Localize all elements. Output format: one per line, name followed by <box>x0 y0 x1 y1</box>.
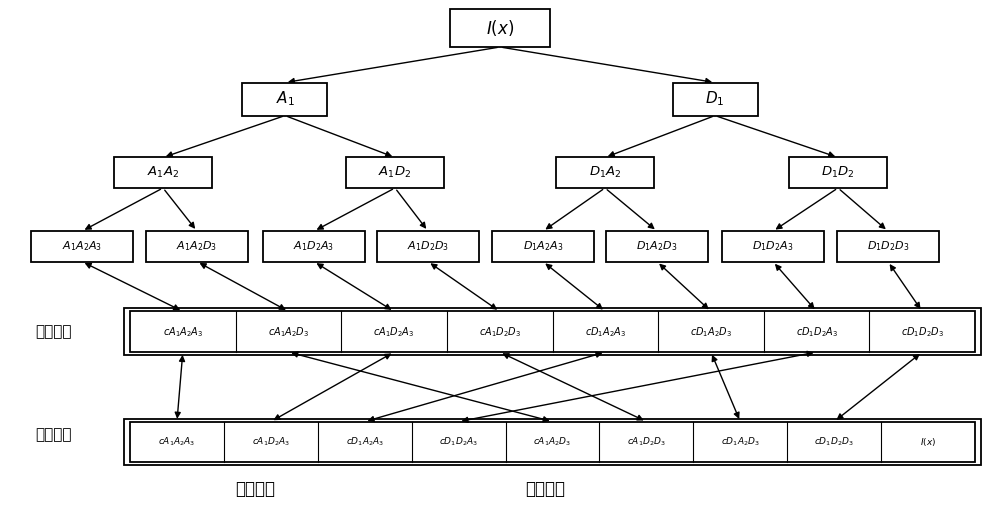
Text: $A_{1}$: $A_{1}$ <box>276 90 294 108</box>
Text: $A_{1}D_{2}D_{3}$: $A_{1}D_{2}D_{3}$ <box>407 239 449 253</box>
Text: 细节信息: 细节信息 <box>525 480 565 498</box>
Text: $cA_{1}A_{2}D_{3}$: $cA_{1}A_{2}D_{3}$ <box>533 436 572 448</box>
Text: $cD_{1}A_{2}A_{3}$: $cD_{1}A_{2}A_{3}$ <box>585 325 626 339</box>
Text: $cD_{1}D_{2}A_{3}$: $cD_{1}D_{2}A_{3}$ <box>796 325 838 339</box>
FancyBboxPatch shape <box>377 231 479 262</box>
Text: $D_{1}D_{2}D_{3}$: $D_{1}D_{2}D_{3}$ <box>867 239 909 253</box>
Text: $A_{1}D_{2}A_{3}$: $A_{1}D_{2}A_{3}$ <box>293 239 335 253</box>
Text: $cA_{1}D_{2}A_{3}$: $cA_{1}D_{2}A_{3}$ <box>252 436 290 448</box>
Text: $cA_{1}A_{2}D_{3}$: $cA_{1}A_{2}D_{3}$ <box>268 325 309 339</box>
Text: $cD_{1}A_{2}A_{3}$: $cD_{1}A_{2}A_{3}$ <box>346 436 384 448</box>
Text: $cA_{1}D_{2}D_{3}$: $cA_{1}D_{2}D_{3}$ <box>479 325 521 339</box>
FancyBboxPatch shape <box>556 157 654 188</box>
Text: $\mathit{I}(x)$: $\mathit{I}(x)$ <box>486 18 514 38</box>
Text: $A_{1}A_{2}$: $A_{1}A_{2}$ <box>147 165 179 180</box>
Text: $D_{1}$: $D_{1}$ <box>705 90 725 108</box>
FancyBboxPatch shape <box>789 157 887 188</box>
Text: $cD_{1}D_{2}D_{3}$: $cD_{1}D_{2}D_{3}$ <box>901 325 944 339</box>
Text: 近似信息: 近似信息 <box>235 480 275 498</box>
Text: $D_{1}A_{2}$: $D_{1}A_{2}$ <box>589 165 621 180</box>
FancyBboxPatch shape <box>146 231 248 262</box>
Text: $D_{1}A_{2}D_{3}$: $D_{1}A_{2}D_{3}$ <box>636 239 678 253</box>
FancyBboxPatch shape <box>130 422 975 462</box>
Text: 小波系数: 小波系数 <box>36 324 72 339</box>
FancyBboxPatch shape <box>130 311 975 352</box>
Text: 信号长度: 信号长度 <box>36 427 72 442</box>
Text: $cA_{1}D_{2}A_{3}$: $cA_{1}D_{2}A_{3}$ <box>373 325 415 339</box>
Text: $cD_{1}A_{2}D_{3}$: $cD_{1}A_{2}D_{3}$ <box>721 436 760 448</box>
FancyBboxPatch shape <box>346 157 444 188</box>
Text: $A_{1}D_{2}$: $A_{1}D_{2}$ <box>378 165 412 180</box>
FancyBboxPatch shape <box>722 231 824 262</box>
Text: $cD_{1}D_{2}A_{3}$: $cD_{1}D_{2}A_{3}$ <box>439 436 478 448</box>
FancyBboxPatch shape <box>263 231 365 262</box>
Text: $A_{1}A_{2}A_{3}$: $A_{1}A_{2}A_{3}$ <box>62 239 102 253</box>
FancyBboxPatch shape <box>242 82 327 115</box>
FancyBboxPatch shape <box>114 157 212 188</box>
FancyBboxPatch shape <box>31 231 133 262</box>
Text: $cA_{1}A_{2}A_{3}$: $cA_{1}A_{2}A_{3}$ <box>158 436 196 448</box>
FancyBboxPatch shape <box>450 9 550 47</box>
FancyBboxPatch shape <box>837 231 939 262</box>
Text: $cA_{1}A_{2}A_{3}$: $cA_{1}A_{2}A_{3}$ <box>163 325 203 339</box>
Text: $D_{1}A_{2}A_{3}$: $D_{1}A_{2}A_{3}$ <box>523 239 563 253</box>
Text: $D_{1}D_{2}$: $D_{1}D_{2}$ <box>821 165 855 180</box>
Text: $A_{1}A_{2}D_{3}$: $A_{1}A_{2}D_{3}$ <box>176 239 218 253</box>
Text: $cD_{1}D_{2}D_{3}$: $cD_{1}D_{2}D_{3}$ <box>814 436 854 448</box>
Text: $cD_{1}A_{2}D_{3}$: $cD_{1}A_{2}D_{3}$ <box>690 325 732 339</box>
FancyBboxPatch shape <box>492 231 594 262</box>
FancyBboxPatch shape <box>606 231 708 262</box>
Text: $D_{1}D_{2}A_{3}$: $D_{1}D_{2}A_{3}$ <box>752 239 794 253</box>
Text: $cA_{1}D_{2}D_{3}$: $cA_{1}D_{2}D_{3}$ <box>627 436 666 448</box>
Text: $\mathit{I}(x)$: $\mathit{I}(x)$ <box>920 436 936 448</box>
FancyBboxPatch shape <box>672 82 758 115</box>
